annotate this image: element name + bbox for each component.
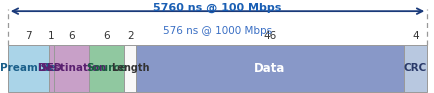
Text: SFD: SFD [40,63,62,73]
Text: 4: 4 [411,31,418,41]
Text: Length: Length [111,63,149,73]
Bar [49,45,54,92]
Text: 2: 2 [127,31,133,41]
Text: Preamble: Preamble [0,63,56,73]
Text: 6: 6 [69,31,75,41]
Text: Destination: Destination [38,63,106,73]
Text: 1: 1 [48,31,55,41]
Text: Source: Source [86,63,127,73]
Bar [124,45,136,92]
Text: CRC: CRC [403,63,426,73]
Text: Data: Data [253,62,285,75]
Bar [54,45,89,92]
Bar [136,45,403,92]
Bar [8,45,49,92]
Text: 6: 6 [103,31,110,41]
Text: 5760 ns @ 100 Mbps: 5760 ns @ 100 Mbps [153,3,281,13]
Text: 576 ns @ 1000 Mbps: 576 ns @ 1000 Mbps [163,26,271,36]
Bar [403,45,426,92]
Text: 7: 7 [25,31,31,41]
Text: 46: 46 [263,31,276,41]
Bar [89,45,124,92]
